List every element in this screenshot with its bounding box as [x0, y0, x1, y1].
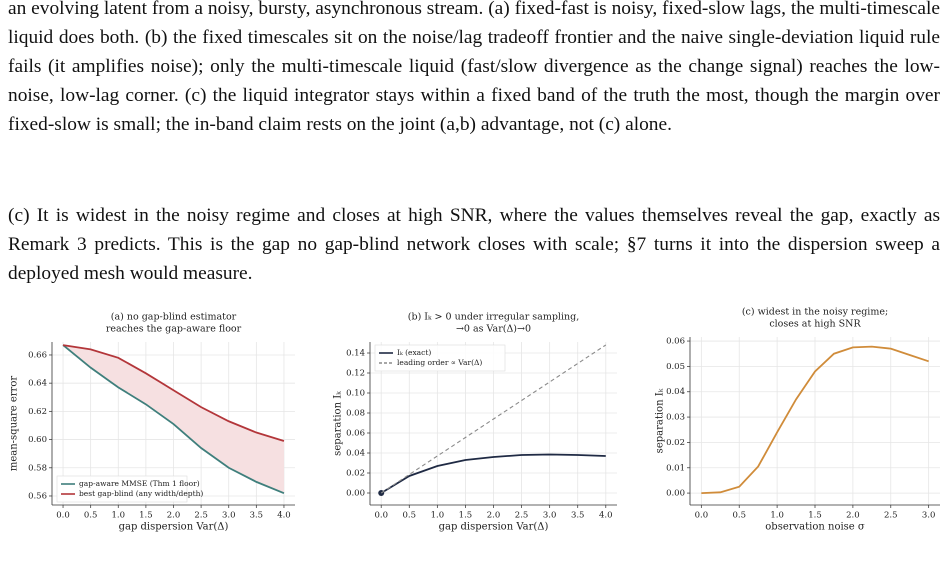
x-tick-label: 2.5: [515, 511, 529, 521]
x-tick-label: 0.0: [56, 511, 70, 521]
x-tick-label: 2.0: [846, 511, 860, 521]
y-tick-label: 0.58: [28, 463, 47, 473]
x-tick-label: 0.5: [84, 511, 98, 521]
legend-box: [56, 475, 188, 503]
y-tick-label: 0.56: [28, 491, 47, 501]
x-tick-label: 0.5: [732, 511, 746, 521]
chart-title: (b) Iₖ > 0 under irregular sampling,: [408, 312, 579, 323]
x-tick-label: 1.0: [431, 511, 445, 521]
x-axis-label: gap dispersion Var(Δ): [439, 522, 549, 533]
x-tick-label: 1.5: [459, 511, 473, 521]
y-axis-label: separation Iₖ: [333, 391, 344, 456]
y-tick-label: 0.04: [346, 449, 365, 459]
series-line: [62, 344, 285, 494]
y-tick-label: 0.66: [28, 350, 47, 360]
x-tick-label: 3.0: [222, 511, 236, 521]
y-tick-label: 0.64: [28, 379, 47, 389]
y-tick-label: 0.03: [666, 413, 685, 423]
x-tick-label: 4.0: [599, 511, 613, 521]
x-axis-label: gap dispersion Var(Δ): [119, 522, 229, 533]
series-line: [62, 344, 285, 442]
x-tick-label: 4.0: [277, 511, 291, 521]
x-tick-label: 3.0: [543, 511, 557, 521]
x-tick-label: 3.5: [571, 511, 585, 521]
x-tick-label: 1.0: [770, 511, 784, 521]
x-tick-label: 0.5: [403, 511, 417, 521]
x-tick-label: 2.0: [167, 511, 181, 521]
x-tick-label: 3.0: [922, 511, 936, 521]
legend-box: [374, 344, 506, 372]
shaded-band: [63, 345, 284, 494]
x-tick-label: 0.0: [695, 511, 709, 521]
x-tick-label: 2.5: [194, 511, 208, 521]
chart-title: (a) no gap-blind estimator: [111, 312, 237, 323]
x-tick-label: 2.0: [487, 511, 501, 521]
chart-title: (c) widest in the noisy regime;: [742, 307, 888, 318]
y-tick-label: 0.10: [346, 389, 365, 399]
x-tick-label: 2.5: [884, 511, 898, 521]
y-tick-label: 0.02: [666, 438, 685, 448]
paragraph: (c) It is widest in the noisy regime and…: [8, 205, 940, 284]
y-axis-label: mean-square error: [9, 376, 20, 471]
y-tick-label: 0.04: [666, 387, 685, 397]
y-tick-label: 0.02: [346, 469, 365, 479]
x-tick-label: 3.5: [250, 511, 264, 521]
chart-title: reaches the gap-aware floor: [106, 324, 242, 335]
y-tick-label: 0.62: [28, 407, 47, 417]
x-tick-label: 1.0: [112, 511, 126, 521]
y-tick-label: 0.06: [666, 337, 685, 347]
legend-label: Iₖ (exact): [397, 348, 431, 357]
y-tick-label: 0.60: [28, 435, 47, 445]
y-tick-label: 0.05: [666, 362, 685, 372]
y-tick-label: 0.00: [666, 489, 685, 499]
y-tick-label: 0.14: [346, 349, 365, 359]
series-line: [380, 344, 607, 494]
legend-label: leading order ∝ Var(Δ): [397, 358, 482, 367]
x-tick-label: 0.0: [374, 511, 388, 521]
chart-title: closes at high SNR: [769, 319, 861, 330]
x-axis-label: observation noise σ: [765, 522, 865, 533]
x-tick-label: 1.5: [808, 511, 822, 521]
y-tick-label: 0.08: [346, 409, 365, 419]
y-tick-label: 0.12: [346, 369, 365, 379]
y-tick-label: 0.06: [346, 429, 365, 439]
paragraph: an evolving latent from a noisy, bursty,…: [8, 0, 940, 135]
legend-label: best gap-blind (any width/depth): [79, 489, 203, 498]
y-tick-label: 0.01: [666, 463, 685, 473]
series-line: [380, 453, 606, 494]
legend-label: gap-aware MMSE (Thm 1 floor): [79, 479, 200, 488]
y-tick-label: 0.00: [346, 489, 365, 499]
x-tick-label: 1.5: [139, 511, 153, 521]
series-line: [701, 345, 929, 494]
y-axis-label: separation Iₖ: [655, 388, 666, 453]
chart-title: →0 as Var(Δ)→0: [456, 324, 531, 335]
